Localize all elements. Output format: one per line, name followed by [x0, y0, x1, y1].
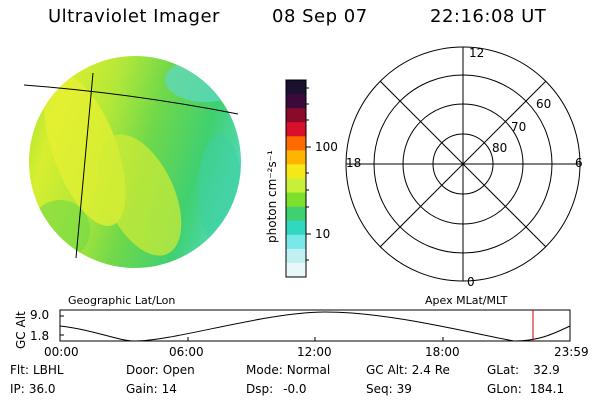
polar-label-lat-80: 80	[492, 141, 508, 155]
timeline-frame	[59, 309, 571, 342]
colorbar-step	[286, 150, 306, 166]
colorbar	[286, 80, 306, 278]
polar-label-mlt-6: 6	[575, 156, 583, 170]
altitude-curve	[59, 311, 571, 342]
polar-label-lat-70: 70	[511, 120, 527, 134]
timeline-ytick-bottom: 1.8	[30, 329, 50, 343]
polar-label-lat-60: 60	[536, 97, 552, 111]
timeline-xtick-0000: 00:00	[44, 345, 79, 359]
status-dsp: Dsp: -0.0	[246, 382, 307, 396]
colorbar-step	[286, 248, 306, 264]
earth-grid-lines	[23, 72, 239, 259]
polar-grid	[345, 46, 581, 282]
colorbar-step	[286, 192, 306, 208]
status-filter: Flt: LBHL	[10, 363, 64, 377]
status-seq: Seq: 39	[366, 382, 412, 396]
polar-label-mlt-12: 12	[469, 46, 485, 60]
status-glon: GLon: 184.1	[487, 382, 565, 396]
status-gc-alt: GC Alt: 2.4 Re	[366, 363, 450, 377]
earth-image	[29, 56, 241, 268]
colorbar-step	[286, 94, 306, 109]
timeline-ylabel: GC Alt	[14, 311, 28, 349]
polar-label-mlt-0: 0	[467, 275, 475, 289]
colorbar-step	[286, 136, 306, 151]
timeline-left-title: Geographic Lat/Lon	[68, 294, 176, 307]
timeline-xtick-2359: 23:59	[554, 345, 589, 359]
timeline-xtick-0600: 06:00	[169, 345, 204, 359]
instrument-title: Ultraviolet Imager	[48, 6, 220, 27]
timeline-xtick-1800: 18:00	[425, 345, 460, 359]
polar-label-mlt-18: 18	[346, 156, 362, 170]
observation-date: 08 Sep 07	[272, 6, 368, 27]
colorbar-frame	[285, 79, 307, 278]
status-ip: IP: 36.0	[10, 382, 56, 396]
colorbar-unit-label: photon cm⁻²s⁻¹	[265, 150, 279, 243]
status-glat: GLat: 32.9	[487, 363, 560, 377]
status-gain: Gain: 14	[126, 382, 177, 396]
status-mode: Mode: Normal	[246, 363, 331, 377]
timeline-xtick-1200: 12:00	[297, 345, 332, 359]
colorbar-step	[286, 108, 306, 123]
status-door: Door: Open	[126, 363, 195, 377]
colorbar-step	[286, 80, 306, 95]
colorbar-label-100: 100	[315, 140, 338, 154]
timeline-right-title: Apex MLat/MLT	[425, 294, 508, 307]
colorbar-step	[286, 178, 306, 194]
observation-time: 22:16:08 UT	[430, 6, 547, 27]
colorbar-step	[286, 234, 306, 250]
colorbar-step	[286, 220, 306, 236]
colorbar-label-10: 10	[315, 227, 331, 241]
colorbar-step	[286, 164, 306, 180]
colorbar-step	[286, 262, 306, 278]
colorbar-step	[286, 206, 306, 222]
timeline-ytick-top: 9.0	[30, 308, 50, 322]
colorbar-step	[286, 122, 306, 137]
